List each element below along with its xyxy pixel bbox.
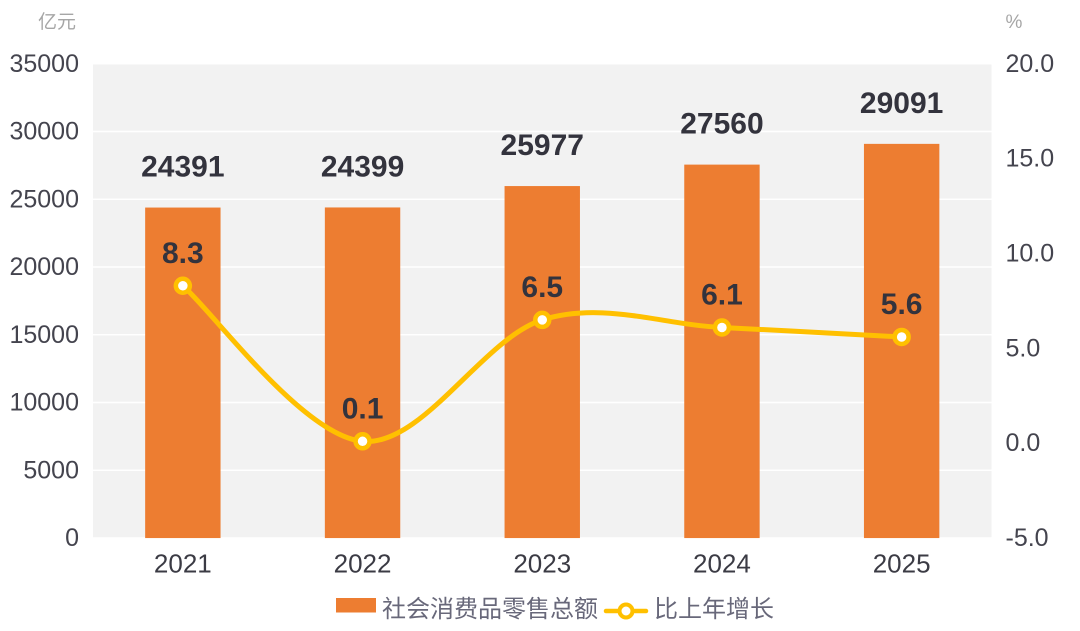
svg-text:10.0: 10.0 xyxy=(1006,240,1055,268)
svg-text:2023: 2023 xyxy=(513,549,571,579)
svg-text:5.6: 5.6 xyxy=(881,288,923,321)
svg-text:25000: 25000 xyxy=(9,185,79,213)
svg-text:6.5: 6.5 xyxy=(521,271,563,304)
svg-text:0.1: 0.1 xyxy=(342,392,384,425)
svg-text:20000: 20000 xyxy=(9,253,79,281)
svg-text:29091: 29091 xyxy=(860,87,943,120)
svg-text:%: % xyxy=(1006,12,1023,33)
svg-text:15000: 15000 xyxy=(9,321,79,349)
svg-text:亿元: 亿元 xyxy=(38,11,76,33)
svg-text:8.3: 8.3 xyxy=(162,237,204,270)
svg-text:2021: 2021 xyxy=(154,549,212,579)
svg-text:20.0: 20.0 xyxy=(1006,50,1055,78)
svg-text:24399: 24399 xyxy=(321,150,404,183)
svg-text:15.0: 15.0 xyxy=(1006,145,1055,173)
svg-text:25977: 25977 xyxy=(501,129,584,162)
svg-text:27560: 27560 xyxy=(680,108,763,141)
svg-text:10000: 10000 xyxy=(9,389,79,417)
svg-text:2025: 2025 xyxy=(873,549,931,579)
svg-text:5000: 5000 xyxy=(23,456,79,484)
svg-text:6.1: 6.1 xyxy=(701,278,743,311)
svg-text:0.0: 0.0 xyxy=(1006,429,1041,457)
svg-text:35000: 35000 xyxy=(9,50,79,78)
svg-text:比上年增长: 比上年增长 xyxy=(654,596,774,623)
svg-text:24391: 24391 xyxy=(141,151,224,184)
svg-text:5.0: 5.0 xyxy=(1006,334,1041,362)
svg-text:30000: 30000 xyxy=(9,118,79,146)
svg-text:2022: 2022 xyxy=(334,549,392,579)
svg-text:-5.0: -5.0 xyxy=(1006,524,1049,552)
svg-text:0: 0 xyxy=(65,524,79,552)
svg-text:2024: 2024 xyxy=(693,549,751,579)
svg-text:社会消费品零售总额: 社会消费品零售总额 xyxy=(382,596,598,623)
